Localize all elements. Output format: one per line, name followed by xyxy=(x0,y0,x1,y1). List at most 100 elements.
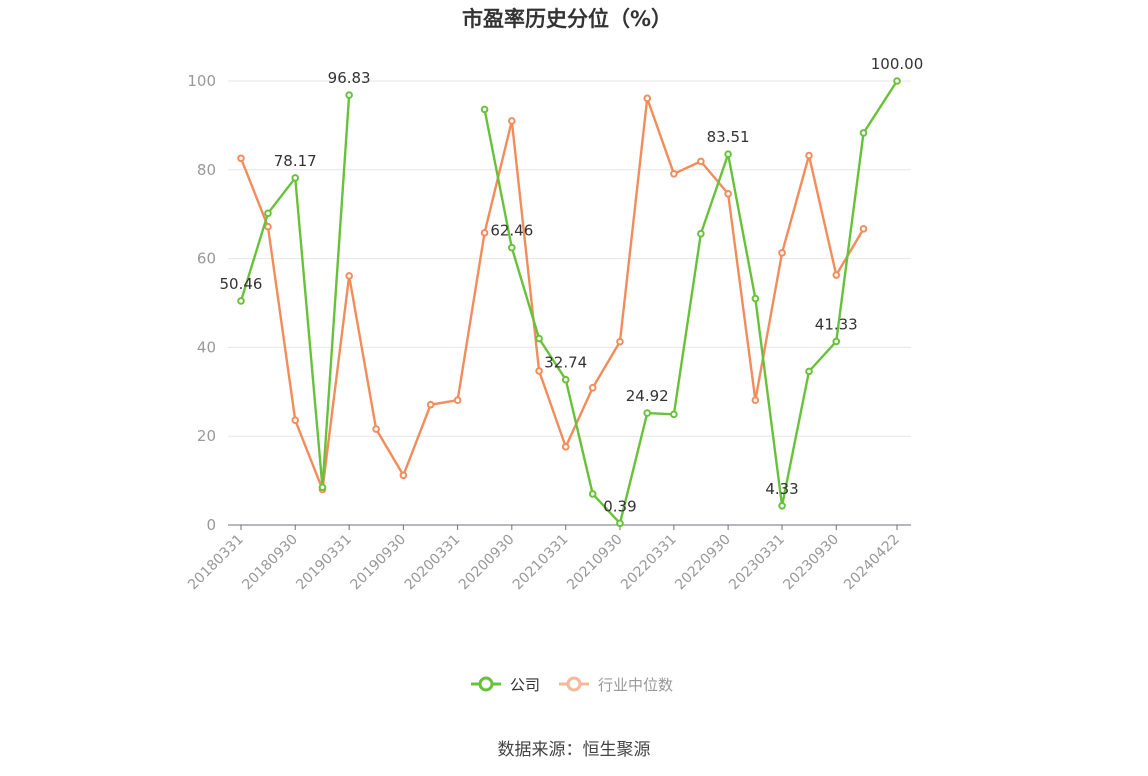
data-point[interactable] xyxy=(237,154,245,163)
data-point[interactable] xyxy=(291,174,300,182)
y-tick-label: 80 xyxy=(197,161,216,179)
x-tick-label: 20190930 xyxy=(347,532,409,594)
data-label: 32.74 xyxy=(544,354,587,372)
series-segment xyxy=(726,153,757,300)
data-point[interactable] xyxy=(670,410,678,419)
series-segment xyxy=(780,370,811,507)
data-label: 24.92 xyxy=(626,387,669,405)
data-point[interactable] xyxy=(426,400,435,409)
data-label: 78.17 xyxy=(274,152,317,170)
data-point[interactable] xyxy=(778,249,786,257)
legend-item-company[interactable]: 公司 xyxy=(471,676,540,694)
series-segment xyxy=(402,403,432,477)
series-segment xyxy=(754,251,784,402)
data-point[interactable] xyxy=(859,225,868,233)
x-axis: 2018033120180930201903312019093020200331… xyxy=(185,524,911,594)
series-segment xyxy=(591,340,622,390)
legend-company-label: 公司 xyxy=(510,676,540,694)
data-point[interactable] xyxy=(588,384,597,392)
data-label: 41.33 xyxy=(815,315,858,333)
data-point[interactable] xyxy=(561,443,570,451)
data-label: 62.46 xyxy=(490,222,533,240)
data-point[interactable] xyxy=(697,157,705,166)
series-segment xyxy=(564,386,594,449)
series-segment xyxy=(239,157,270,228)
data-point[interactable] xyxy=(372,425,380,433)
series-segment xyxy=(672,160,703,175)
series-segment xyxy=(699,153,730,235)
data-point[interactable] xyxy=(291,416,300,425)
data-point[interactable] xyxy=(508,243,516,252)
data-point[interactable] xyxy=(616,519,624,528)
series-segment xyxy=(456,231,486,402)
series-segment xyxy=(294,419,324,491)
series-segment xyxy=(699,160,730,195)
x-tick-label: 20230331 xyxy=(726,532,788,594)
data-point[interactable] xyxy=(643,94,652,103)
data-point[interactable] xyxy=(508,117,516,125)
data-point[interactable] xyxy=(264,209,272,218)
chart-title: 市盈率历史分位（%） xyxy=(462,7,672,31)
data-point[interactable] xyxy=(832,337,841,346)
series-segment xyxy=(483,108,514,249)
x-tick-label: 20210930 xyxy=(564,532,626,594)
series-segment xyxy=(591,492,622,525)
data-point[interactable] xyxy=(724,150,732,159)
data-point[interactable] xyxy=(345,272,353,280)
data-point[interactable] xyxy=(264,222,272,231)
series-segment xyxy=(510,246,541,340)
data-point[interactable] xyxy=(751,294,760,303)
data-point[interactable] xyxy=(535,334,543,343)
data-point[interactable] xyxy=(697,229,705,238)
series-segment xyxy=(321,274,351,491)
data-point[interactable] xyxy=(453,396,462,405)
data-point[interactable] xyxy=(778,501,786,510)
data-point[interactable] xyxy=(724,189,732,198)
data-point[interactable] xyxy=(480,105,489,114)
series-segment xyxy=(862,79,899,135)
series-segment xyxy=(537,369,567,449)
data-point[interactable] xyxy=(588,490,597,498)
series-segment xyxy=(807,154,838,277)
data-point[interactable] xyxy=(670,169,678,178)
data-point[interactable] xyxy=(643,409,652,417)
x-tick-label: 20220331 xyxy=(618,532,680,594)
y-tick-label: 100 xyxy=(187,72,216,90)
data-point[interactable] xyxy=(535,367,543,375)
x-tick-label: 20200930 xyxy=(456,532,518,594)
data-point[interactable] xyxy=(832,271,841,279)
series-segment xyxy=(807,340,838,373)
series-segment xyxy=(266,176,297,215)
series-segment xyxy=(618,411,649,525)
y-tick-label: 60 xyxy=(197,250,216,268)
data-point[interactable] xyxy=(805,151,813,160)
series-segment xyxy=(835,227,865,277)
data-point[interactable] xyxy=(399,471,408,480)
data-point[interactable] xyxy=(345,91,353,99)
data-point[interactable] xyxy=(751,396,760,405)
data-point[interactable] xyxy=(237,297,245,305)
series-segment xyxy=(835,131,865,343)
series-segment xyxy=(537,337,567,381)
data-point[interactable] xyxy=(859,129,868,137)
series-segment xyxy=(239,212,270,303)
x-tick-label: 20180331 xyxy=(185,532,247,594)
series-segment xyxy=(429,399,459,406)
x-tick-label: 20210331 xyxy=(510,532,572,594)
y-tick-label: 40 xyxy=(197,338,216,356)
series-segment xyxy=(780,154,811,255)
legend-item-industry-median[interactable]: 行业中位数 xyxy=(559,676,673,694)
data-point[interactable] xyxy=(893,77,901,85)
series-segment xyxy=(618,97,649,343)
x-tick-label: 20240422 xyxy=(841,532,903,594)
data-point[interactable] xyxy=(561,375,570,384)
data-labels: 50.46 78.17 96.83 62.46 32.74 0.39 24.92 83.51 4… xyxy=(220,55,924,515)
data-point[interactable] xyxy=(318,483,327,492)
series-segment xyxy=(321,93,351,489)
series-segment xyxy=(754,297,784,507)
data-point[interactable] xyxy=(616,337,624,346)
series-layer xyxy=(237,77,901,528)
data-point[interactable] xyxy=(805,367,813,376)
data-point[interactable] xyxy=(480,229,489,237)
